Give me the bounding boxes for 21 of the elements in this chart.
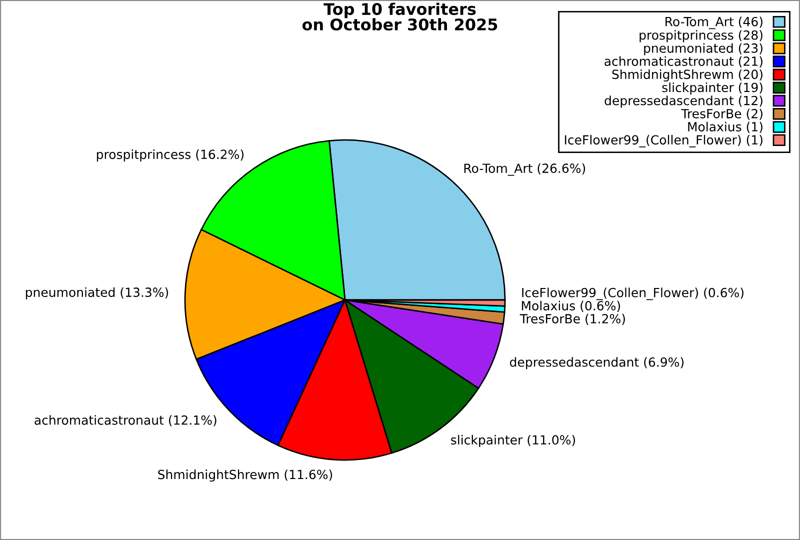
data-label: TresForBe (1.2%) bbox=[520, 314, 625, 325]
data-label: prospitprincess (16.2%) bbox=[96, 149, 244, 162]
legend-label: ShmidnightShrewm (20) bbox=[612, 69, 762, 82]
data-label: pneumoniated (13.3%) bbox=[26, 287, 168, 300]
chart-title: Top 10 favoriters on October 30th 2025 bbox=[302, 2, 498, 31]
legend-label: Ro-Tom_Art (46) bbox=[666, 16, 762, 30]
data-label: Ro-Tom_Art (26.6%) bbox=[464, 163, 586, 176]
legend-label: Molaxius (1) bbox=[688, 122, 762, 133]
legend-label: TresForBe (2) bbox=[681, 108, 762, 120]
legend-label: achromaticastronaut (21) bbox=[604, 56, 762, 68]
legend-label: slickpainter (19) bbox=[662, 82, 762, 95]
data-label: IceFlower99_(Collen_Flower) (0.6%) bbox=[522, 288, 744, 300]
legend-label: prospitprincess (28) bbox=[640, 30, 762, 42]
data-label: Molaxius (0.6%) bbox=[522, 300, 620, 312]
data-label: slickpainter (11.0%) bbox=[451, 434, 576, 448]
legend-label: IceFlower99_(Collen_Flower) (1) bbox=[564, 134, 762, 148]
data-label: achromaticastronaut (12.1%) bbox=[34, 415, 216, 426]
legend-label: depressedascendant (12) bbox=[604, 96, 762, 108]
data-label: depressedascendant (6.9%) bbox=[510, 357, 684, 370]
legend-label: pneumoniated (23) bbox=[644, 43, 762, 56]
data-label: ShmidnightShrewm (11.6%) bbox=[158, 470, 332, 482]
